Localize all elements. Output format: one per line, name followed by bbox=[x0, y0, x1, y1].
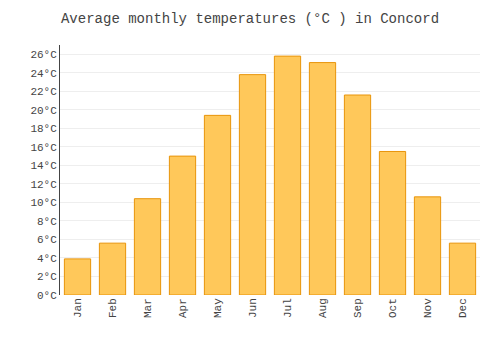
svg-text:Average monthly temperatures (: Average monthly temperatures (°C ) in Co… bbox=[61, 11, 439, 27]
svg-text:2°C: 2°C bbox=[37, 271, 57, 283]
svg-text:Sep: Sep bbox=[352, 298, 364, 318]
svg-text:8°C: 8°C bbox=[37, 216, 57, 228]
svg-text:14°C: 14°C bbox=[30, 160, 57, 172]
svg-text:6°C: 6°C bbox=[37, 234, 57, 246]
svg-text:22°C: 22°C bbox=[30, 86, 57, 98]
svg-text:26°C: 26°C bbox=[30, 49, 57, 61]
svg-text:20°C: 20°C bbox=[30, 105, 57, 117]
svg-text:Oct: Oct bbox=[387, 298, 399, 318]
svg-text:Nov: Nov bbox=[422, 298, 434, 318]
svg-text:Feb: Feb bbox=[107, 298, 119, 318]
svg-text:0°C: 0°C bbox=[37, 290, 57, 302]
svg-text:Aug: Aug bbox=[317, 298, 329, 318]
svg-text:12°C: 12°C bbox=[30, 179, 57, 191]
svg-text:16°C: 16°C bbox=[30, 142, 57, 154]
svg-text:May: May bbox=[212, 298, 224, 318]
svg-text:10°C: 10°C bbox=[30, 197, 57, 209]
svg-text:4°C: 4°C bbox=[37, 253, 57, 265]
svg-text:Jan: Jan bbox=[72, 298, 84, 318]
svg-text:Apr: Apr bbox=[177, 298, 189, 318]
svg-text:18°C: 18°C bbox=[30, 123, 57, 135]
svg-text:Dec: Dec bbox=[457, 298, 469, 318]
svg-text:24°C: 24°C bbox=[30, 68, 57, 80]
svg-text:Jul: Jul bbox=[282, 298, 294, 318]
svg-text:Jun: Jun bbox=[247, 298, 259, 318]
svg-text:Mar: Mar bbox=[142, 298, 154, 318]
